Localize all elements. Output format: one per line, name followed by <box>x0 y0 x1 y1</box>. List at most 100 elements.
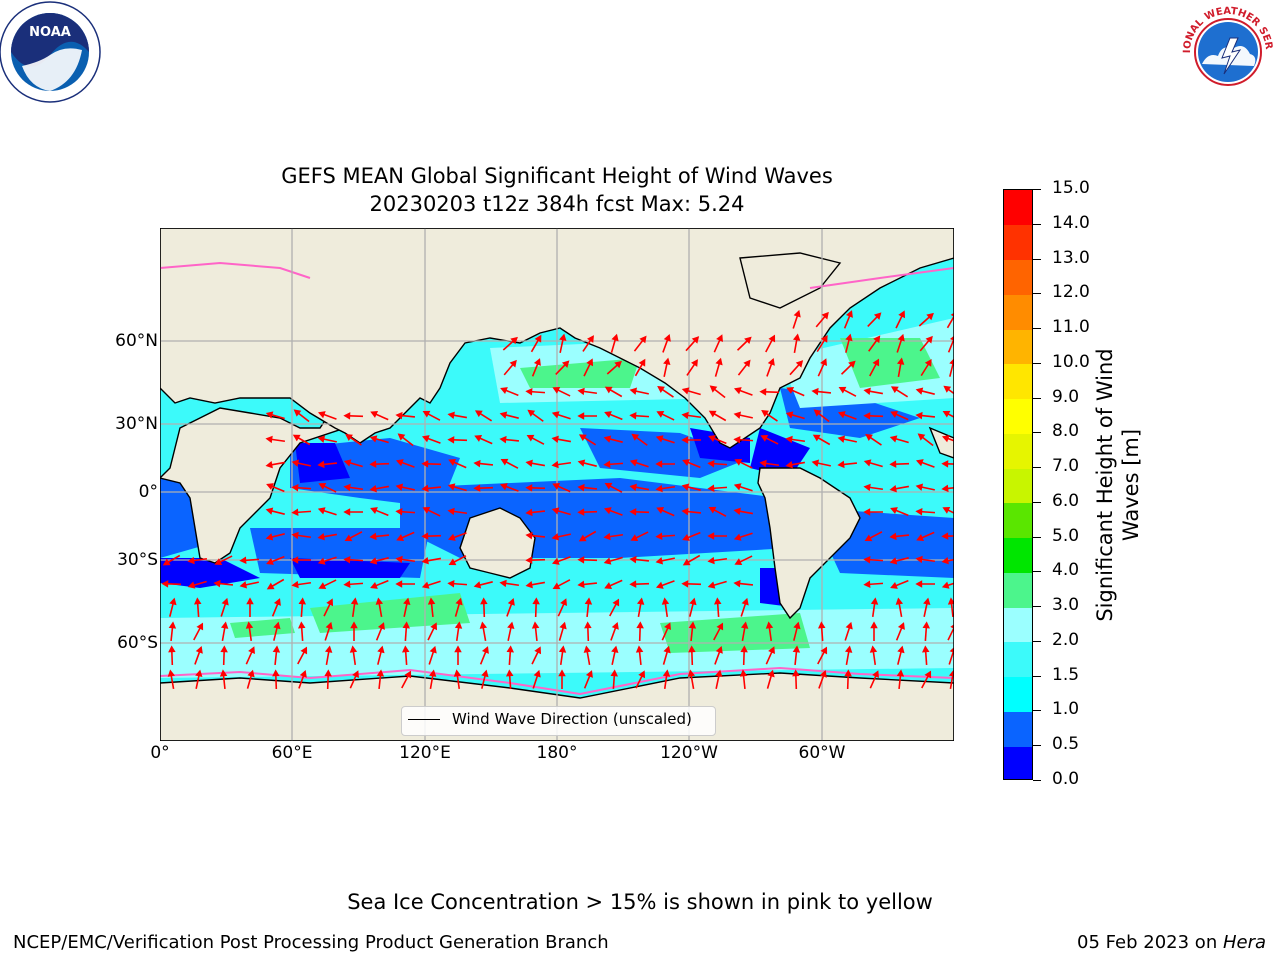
wave-direction-arrowhead <box>397 433 406 441</box>
wave-direction-arrowhead <box>811 459 820 467</box>
wave-direction-arrowhead <box>663 645 671 654</box>
colorbar-tick-label: 11.0 <box>1052 317 1090 338</box>
wave-direction-arrowhead <box>499 411 508 419</box>
wave-direction-arrowhead <box>187 581 196 589</box>
colorbar-tick-label: 9.0 <box>1052 386 1080 407</box>
wave-direction-arrowhead <box>291 556 299 564</box>
wave-direction-arrowhead <box>733 387 742 395</box>
wave-direction-arrowhead <box>377 645 385 654</box>
wave-direction-arrowhead <box>577 387 585 396</box>
wave-direction-arrowhead <box>664 622 671 631</box>
wave-direction-arrowhead <box>421 532 429 540</box>
wave-direction-arrowhead <box>195 645 203 654</box>
wave-direction-arrowhead <box>552 582 561 590</box>
wave-direction-arrowhead <box>343 555 351 564</box>
wave-direction-arrowhead <box>689 597 697 606</box>
legend-line-swatch <box>408 719 440 720</box>
wave-direction-arrowhead <box>924 670 932 679</box>
lat-label-60s: 60°S <box>117 633 158 653</box>
wave-direction-arrowhead <box>636 597 645 605</box>
land-greenland <box>739 252 842 309</box>
colorbar-segment <box>1004 607 1032 643</box>
wave-direction-arrowhead <box>219 669 228 677</box>
wave-direction-arrowhead <box>213 579 221 588</box>
wave-direction-arrowhead <box>716 334 723 343</box>
wave-direction-arrowhead <box>941 532 949 540</box>
colorbar-segment <box>1004 224 1032 260</box>
wave-direction-arrowhead <box>943 385 952 393</box>
wave-direction-arrowhead <box>499 483 508 491</box>
wave-direction-arrowhead <box>681 411 689 420</box>
wave-direction-arrowhead <box>657 386 665 393</box>
wave-direction-arrowhead <box>681 387 690 395</box>
wave-direction-arrowhead <box>715 645 723 654</box>
wave-direction-arrowhead <box>604 386 613 394</box>
colorbar-tick <box>1033 606 1041 608</box>
wave-direction-arrowhead <box>507 621 515 630</box>
colorbar-tick-label: 0.5 <box>1052 734 1080 755</box>
wave-direction-arrowhead <box>292 434 301 442</box>
wave-direction-arrowhead <box>344 534 353 542</box>
wave-direction-arrowhead <box>870 597 879 605</box>
wave-direction-arrowhead <box>813 409 822 417</box>
wave-direction-arrowhead <box>759 388 767 396</box>
lon-label-120e: 120°E <box>399 743 451 763</box>
lat-label-30s: 30°S <box>117 550 158 570</box>
wave-direction-arrowhead <box>369 532 377 541</box>
wave-direction-arrowhead <box>897 622 905 630</box>
wave-direction-arrowhead <box>691 336 700 344</box>
wave-direction-arrowhead <box>583 645 592 653</box>
colorbar-tick-label: 0.0 <box>1052 769 1080 789</box>
wave-direction-arrowhead <box>395 507 403 516</box>
wave-direction-arrowhead <box>682 533 690 541</box>
wave-direction-arrowhead <box>265 533 274 541</box>
wave-direction-arrowhead <box>715 669 723 678</box>
wave-direction-arrowhead <box>812 434 821 442</box>
wave-direction-arrowhead <box>707 459 715 468</box>
wave-direction-arrowhead <box>220 645 228 653</box>
colorbar-tick-label: 14.0 <box>1052 212 1090 233</box>
wave-direction-arrowhead <box>429 645 437 654</box>
wave-direction-arrowhead <box>421 581 430 589</box>
colorbar-tick-label: 4.0 <box>1052 560 1080 581</box>
wave-direction-arrowhead <box>785 411 794 419</box>
wave-direction-arrowhead <box>317 411 326 419</box>
wave-direction-arrowhead <box>402 621 411 629</box>
wave-direction-arrowhead <box>603 460 611 469</box>
wave-direction-arrowhead <box>715 357 723 366</box>
wave-direction-arrowhead <box>447 507 455 516</box>
wave-direction-arrowhead <box>265 460 273 469</box>
wave-direction-arrowhead <box>889 484 897 493</box>
wave-direction-arrowhead <box>551 411 560 419</box>
lat-label-0: 0° <box>138 482 158 502</box>
wave-direction-arrowhead <box>713 597 722 605</box>
wave-direction-arrowhead <box>941 460 949 468</box>
wave-direction-arrowhead <box>291 459 300 467</box>
wave-direction-arrowhead <box>604 582 613 589</box>
wave-direction-arrowhead <box>848 360 856 369</box>
wave-direction-arrowhead <box>246 597 254 605</box>
map-gridlines <box>160 228 954 741</box>
wave-direction-arrowhead <box>792 333 801 341</box>
wave-direction-arrowhead <box>265 435 273 444</box>
wave-direction-arrowhead <box>915 555 923 564</box>
wave-direction-arrowhead <box>845 621 853 630</box>
colorbar-tick <box>1033 328 1041 330</box>
wave-direction-arrowhead <box>239 581 248 589</box>
wave-direction-arrowhead <box>872 358 880 367</box>
wave-direction-arrowhead <box>533 358 541 366</box>
wave-direction-arrow <box>947 626 954 641</box>
wave-direction-arrowhead <box>655 460 663 468</box>
lat-label-60n: 60°N <box>115 331 158 351</box>
colorbar-tick <box>1033 745 1041 747</box>
wave-direction-arrowhead <box>890 507 898 515</box>
wave-direction-arrowhead <box>889 557 898 565</box>
wave-direction-arrowhead <box>453 669 462 677</box>
colorbar-tick <box>1033 675 1041 677</box>
wave-direction-arrowhead <box>865 434 873 441</box>
wave-direction-arrowhead <box>941 556 949 565</box>
wave-direction-arrowhead <box>921 645 930 653</box>
wave-direction-arrowhead <box>687 669 696 677</box>
wave-direction-arrowhead <box>214 558 223 566</box>
wave-direction-arrowhead <box>509 359 517 368</box>
